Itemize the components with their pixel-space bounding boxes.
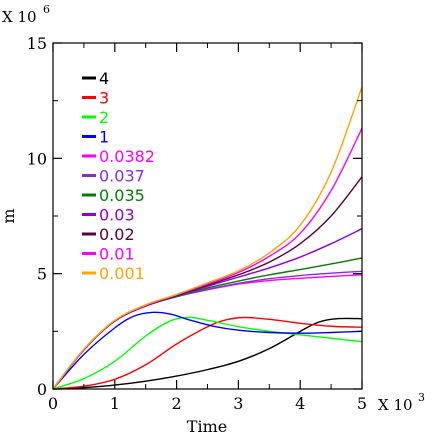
series-line-1: [52, 316, 363, 390]
x-tick-label: 3: [233, 394, 243, 413]
legend-label-1: 3: [99, 89, 109, 108]
series-line-2: [52, 316, 363, 390]
series-line-0: [52, 317, 363, 390]
y-tick-label: 10: [27, 149, 47, 168]
legend-label-2: 2: [99, 108, 109, 127]
legend-label-3: 1: [99, 128, 109, 147]
legend-label-0: 4: [99, 69, 109, 88]
series-line-3: [52, 311, 363, 390]
y-tick-label: 5: [37, 265, 47, 284]
y-axis-title: m: [0, 208, 18, 223]
y-multiplier-base: X 10: [2, 8, 37, 26]
legend-label-7: 0.03: [99, 206, 135, 225]
series-line-4: [52, 274, 363, 390]
legend-label-10: 0.001: [99, 264, 145, 283]
x-tick-label: 2: [172, 394, 182, 413]
legend-label-4: 0.0382: [99, 147, 155, 166]
x-tick-label: 0: [48, 394, 58, 413]
y-tick-label: 15: [27, 34, 47, 53]
x-tick-label: 5: [357, 394, 367, 413]
legend-label-9: 0.01: [99, 245, 135, 264]
y-multiplier-exponent: 6: [43, 3, 50, 16]
x-tick-label: 1: [110, 394, 120, 413]
legend-label-8: 0.02: [99, 225, 135, 244]
series-layer: [52, 86, 363, 390]
legend-label-6: 0.035: [99, 186, 145, 205]
legend-label-5: 0.037: [99, 167, 145, 186]
x-axis-title: Time: [187, 417, 227, 436]
x-multiplier-exponent: 3: [418, 391, 425, 404]
x-multiplier-base: X 10: [378, 396, 413, 414]
series-line-10: [52, 86, 363, 390]
x-tick-label: 4: [295, 394, 305, 413]
y-tick-label: 0: [37, 380, 47, 399]
